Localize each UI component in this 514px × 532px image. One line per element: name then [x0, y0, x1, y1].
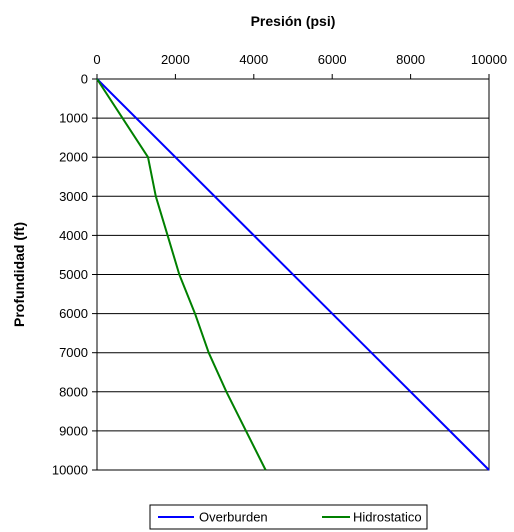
y-axis-ticks: 0 1000 2000 3000 4000 5000 6000 7000 8000 9000 100… [52, 72, 97, 478]
y-tick-label: 9000 [59, 423, 88, 438]
x-tick-label: 2000 [161, 52, 190, 67]
series-line-overburden [96, 78, 490, 471]
y-tick-label: 8000 [59, 384, 88, 399]
x-axis-ticks: 0 2000 4000 6000 8000 10000 [93, 52, 507, 79]
legend: Overburden Hidrostatico [149, 504, 428, 530]
x-tick-label: 6000 [318, 52, 347, 67]
y-tick-label: 0 [81, 72, 88, 87]
y-tick-label: 10000 [52, 463, 88, 478]
y-tick-label: 1000 [59, 111, 88, 126]
y-tick-label: 5000 [59, 267, 88, 282]
y-tick-label: 7000 [59, 345, 88, 360]
x-tick-label: 8000 [396, 52, 425, 67]
y-axis-title: Profundidad (ft) [11, 222, 27, 327]
legend-box [149, 504, 428, 530]
y-tick-label: 6000 [59, 306, 88, 321]
y-tick-label: 3000 [59, 189, 88, 204]
series-layer [96, 78, 490, 471]
y-tick-label: 2000 [59, 150, 88, 165]
x-tick-label: 10000 [471, 52, 507, 67]
series-line-hidrostatico [96, 78, 267, 471]
x-tick-label: 4000 [239, 52, 268, 67]
legend-label-hidrostatico: Hidrostatico [353, 510, 422, 525]
x-tick-label: 0 [93, 52, 100, 67]
y-tick-label: 4000 [59, 228, 88, 243]
x-axis-title: Presión (psi) [251, 13, 336, 29]
legend-label-overburden: Overburden [199, 510, 268, 525]
